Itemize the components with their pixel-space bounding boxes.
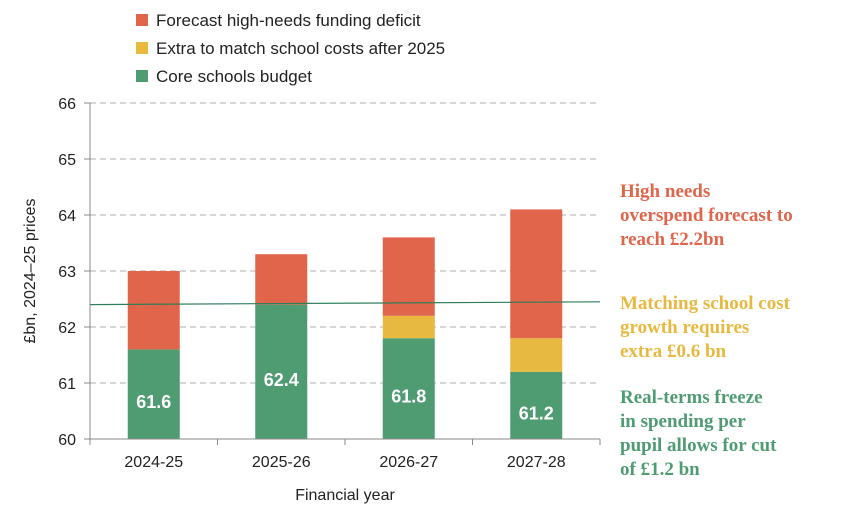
bar-core-2026-27 bbox=[382, 338, 435, 439]
y-tick-label: 64 bbox=[58, 208, 76, 225]
bar-value-label: 61.2 bbox=[519, 403, 554, 423]
legend-label: Extra to match school costs after 2025 bbox=[156, 39, 445, 58]
x-tick-label: 2025-26 bbox=[252, 454, 311, 471]
bar-core-2024-25 bbox=[127, 349, 180, 439]
bars bbox=[127, 209, 563, 439]
legend-swatch bbox=[136, 14, 148, 26]
bar-value-label: 61.8 bbox=[391, 387, 426, 407]
annotation-real-terms-freeze: Real-terms freeze in spending per pupil … bbox=[620, 387, 777, 480]
legend-label: Forecast high-needs funding deficit bbox=[156, 11, 421, 30]
bar-extra-2026-27 bbox=[382, 315, 435, 339]
bar-value-label: 62.4 bbox=[264, 370, 299, 390]
x-tick-label: 2024-25 bbox=[124, 454, 183, 471]
axes bbox=[84, 102, 601, 445]
bar-value-labels: 61.6 62.4 61.8 61.2 bbox=[136, 370, 554, 424]
y-axis-title: £bn, 2024–25 prices bbox=[22, 199, 39, 344]
legend-swatch bbox=[136, 42, 148, 54]
x-axis-title: Financial year bbox=[295, 487, 395, 504]
bar-core-2027-28 bbox=[510, 371, 563, 439]
y-tick-label: 62 bbox=[58, 320, 76, 337]
legend: Forecast high-needs funding deficit Extra… bbox=[136, 11, 445, 86]
legend-swatch bbox=[136, 70, 148, 82]
y-tick-label: 60 bbox=[58, 432, 76, 449]
bar-value-label: 61.6 bbox=[136, 392, 171, 412]
reference-line-group bbox=[89, 301, 601, 306]
y-tick-label: 66 bbox=[58, 96, 76, 113]
x-tick-label: 2027-28 bbox=[507, 454, 566, 471]
annotation-matching-costs: Matching school cost growth requires ext… bbox=[620, 293, 790, 362]
y-tick-label: 63 bbox=[58, 264, 76, 281]
bar-deficit-2024-25 bbox=[127, 271, 180, 350]
legend-label: Core schools budget bbox=[156, 67, 312, 86]
annotation-high-needs: High needs overspend forecast to reach £… bbox=[620, 181, 793, 250]
x-tick-labels: 2024-25 2025-26 2026-27 2027-28 bbox=[124, 454, 565, 471]
y-tick-label: 61 bbox=[58, 376, 76, 393]
bar-deficit-2027-28 bbox=[510, 209, 563, 339]
bar-deficit-2026-27 bbox=[382, 237, 435, 316]
bar-extra-2027-28 bbox=[510, 338, 563, 372]
x-tick-label: 2026-27 bbox=[379, 454, 438, 471]
reference-line bbox=[89, 301, 601, 306]
bar-core-2025-26 bbox=[255, 304, 308, 439]
y-tick-label: 65 bbox=[58, 152, 76, 169]
bar-deficit-2025-26 bbox=[255, 254, 308, 305]
y-tick-labels: 60 61 62 63 64 65 66 bbox=[58, 96, 76, 449]
